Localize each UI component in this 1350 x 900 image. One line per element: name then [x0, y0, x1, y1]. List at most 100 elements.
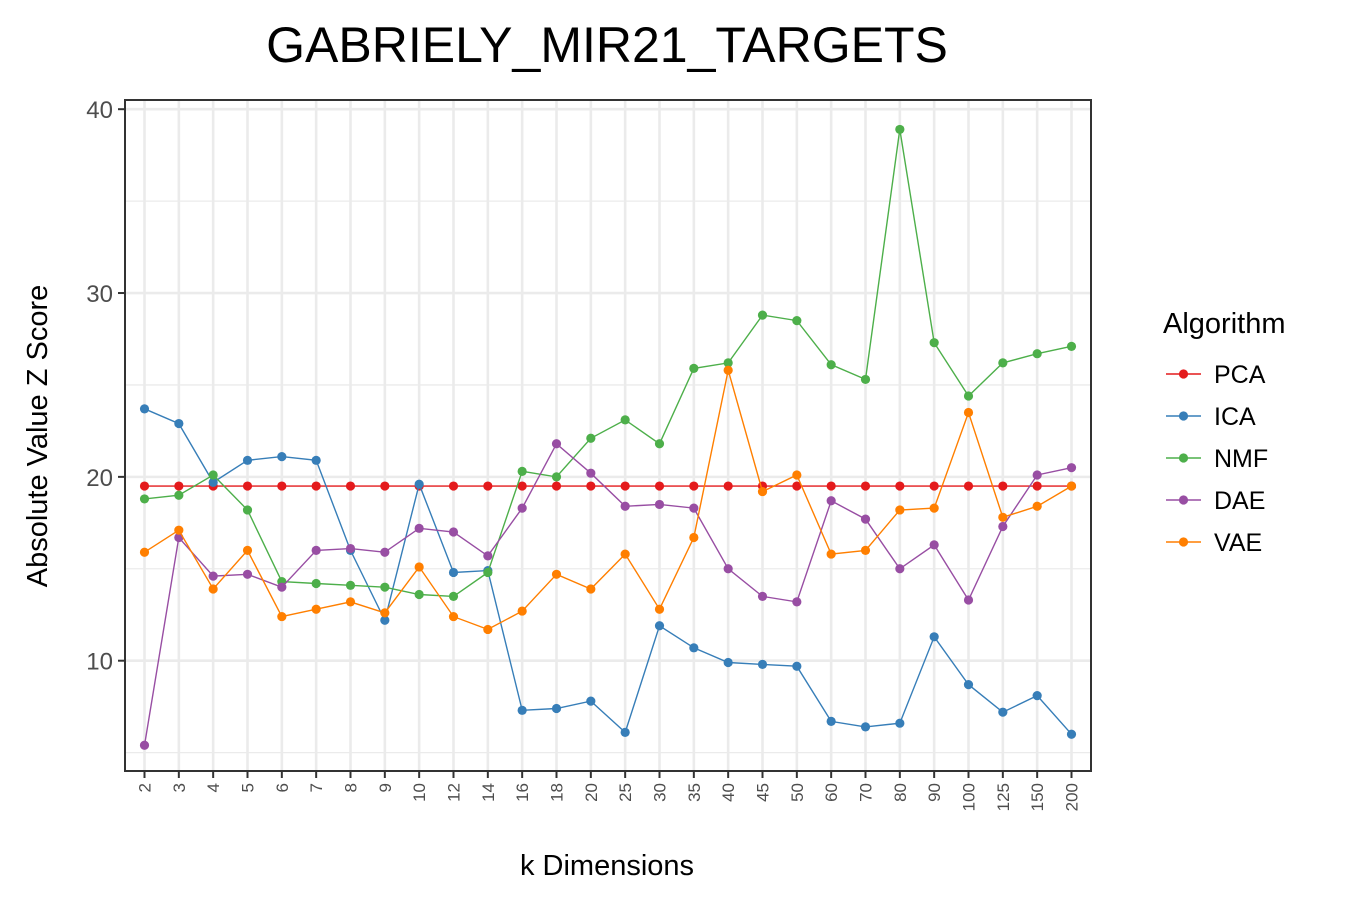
- point-vae: [963, 407, 974, 418]
- x-axis-label: k Dimensions: [520, 850, 694, 882]
- x-tick-label: 18: [548, 783, 567, 802]
- point-dae: [311, 545, 321, 555]
- x-tick-label: 125: [994, 783, 1013, 811]
- legend-label-ica: ICA: [1214, 403, 1256, 431]
- point-ica: [998, 707, 1008, 717]
- x-tick-label: 30: [651, 783, 670, 802]
- point-nmf: [414, 589, 424, 600]
- point-pca: [551, 481, 562, 491]
- point-ica: [654, 621, 665, 631]
- point-nmf: [139, 494, 150, 504]
- x-tick-label: 12: [445, 783, 464, 802]
- x-tick-label: 6: [273, 783, 292, 792]
- point-pca: [345, 481, 356, 491]
- point-ica: [277, 452, 287, 462]
- point-vae: [826, 549, 836, 559]
- point-ica: [380, 615, 390, 625]
- x-tick-label: 90: [925, 783, 944, 802]
- x-tick-label: 9: [376, 783, 395, 792]
- x-tick-label: 10: [410, 783, 429, 802]
- point-vae: [723, 365, 733, 375]
- point-vae: [1066, 481, 1077, 491]
- x-tick-label: 14: [479, 783, 498, 802]
- x-tick-label: 40: [719, 783, 738, 802]
- point-nmf: [620, 415, 630, 425]
- x-tick-label: 16: [513, 783, 532, 802]
- point-vae: [483, 624, 493, 635]
- point-nmf: [929, 338, 939, 348]
- point-nmf: [345, 580, 356, 590]
- point-dae: [483, 551, 493, 561]
- point-vae: [380, 608, 390, 618]
- point-vae: [1032, 501, 1042, 511]
- point-pca: [620, 481, 630, 491]
- point-vae: [929, 503, 939, 513]
- legend-label-dae: DAE: [1214, 487, 1265, 515]
- point-nmf: [208, 470, 218, 480]
- point-nmf: [1066, 341, 1077, 351]
- legend-key-point-nmf: [1178, 453, 1189, 463]
- point-pca: [998, 481, 1008, 491]
- point-nmf: [826, 360, 836, 370]
- point-dae: [723, 564, 733, 574]
- point-dae: [345, 543, 356, 554]
- point-dae: [895, 564, 905, 574]
- point-nmf: [998, 358, 1008, 368]
- point-nmf: [380, 582, 390, 592]
- point-nmf: [689, 363, 699, 373]
- legend-key-point-pca: [1178, 369, 1189, 379]
- point-nmf: [483, 567, 493, 578]
- plot-panel-border: [124, 99, 1092, 772]
- point-vae: [345, 597, 356, 607]
- point-vae: [551, 569, 562, 579]
- chart-title: GABRIELY_MIR21_TARGETS: [266, 17, 948, 73]
- legend-title: Algorithm: [1163, 308, 1286, 340]
- point-pca: [242, 481, 253, 491]
- point-pca: [826, 481, 836, 491]
- point-nmf: [174, 490, 184, 500]
- point-nmf: [517, 466, 527, 476]
- point-ica: [826, 716, 836, 726]
- point-vae: [998, 512, 1008, 522]
- point-dae: [1032, 470, 1042, 480]
- legend-label-nmf: NMF: [1214, 445, 1268, 473]
- point-dae: [826, 496, 836, 506]
- point-dae: [757, 591, 768, 601]
- point-dae: [277, 582, 287, 592]
- point-vae: [620, 549, 630, 559]
- point-ica: [757, 659, 768, 669]
- point-dae: [998, 521, 1008, 532]
- series-line-dae: [143, 442, 1072, 746]
- point-ica: [139, 404, 150, 414]
- x-tick-label: 45: [754, 783, 773, 802]
- point-dae: [689, 503, 699, 513]
- x-tick-label: 200: [1063, 783, 1082, 811]
- point-ica: [517, 705, 527, 715]
- point-pca: [517, 481, 527, 491]
- point-nmf: [757, 310, 768, 320]
- point-vae: [757, 486, 768, 497]
- point-pca: [654, 481, 665, 491]
- point-nmf: [654, 439, 665, 449]
- point-pca: [174, 481, 184, 491]
- legend-key-point-dae: [1178, 495, 1189, 505]
- x-tick-label: 2: [136, 783, 155, 792]
- legend-label-pca: PCA: [1214, 361, 1266, 389]
- point-ica: [1066, 729, 1077, 739]
- point-pca: [448, 481, 459, 491]
- point-nmf: [242, 505, 253, 515]
- point-nmf: [551, 472, 562, 482]
- x-tick-label: 150: [1028, 783, 1047, 811]
- point-ica: [929, 632, 939, 642]
- x-tick-label: 60: [822, 783, 841, 802]
- point-dae: [586, 468, 596, 478]
- point-vae: [586, 584, 596, 594]
- legend-key-point-ica: [1178, 411, 1189, 421]
- x-tick-label: 70: [857, 783, 876, 802]
- point-ica: [174, 418, 184, 429]
- point-dae: [654, 499, 665, 510]
- point-ica: [689, 643, 699, 653]
- point-dae: [414, 523, 424, 533]
- x-tick-label: 7: [307, 783, 326, 792]
